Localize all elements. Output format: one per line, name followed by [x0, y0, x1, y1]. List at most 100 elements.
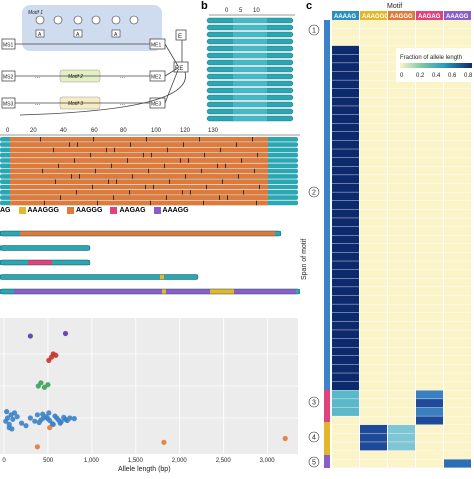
read-interruption [71, 174, 72, 179]
heatmap-cell [444, 114, 471, 123]
panel-b-bar-highlight [233, 32, 267, 37]
heatmap-cell [388, 235, 415, 244]
state-diagram: MS1 MS2 MS3 ME1 ME2 ME3 E RE Motif 1 Motif 2 Motif… [0, 0, 200, 122]
colorbar-tick: 0.4 [432, 73, 441, 79]
read-interruption [143, 152, 144, 158]
colorbar-tick: 0.8 [464, 73, 473, 79]
heatmap-cell [388, 28, 415, 37]
x-tick-label: 0 [2, 458, 6, 464]
allele-outline [0, 245, 91, 251]
panel-b-tick: 0 [225, 8, 229, 14]
read-interruption [111, 163, 112, 169]
heatmap-cell [332, 373, 359, 382]
heatmap-cell [332, 45, 359, 55]
heatmap-cell [416, 356, 443, 365]
node-label: MS2 [3, 75, 14, 81]
heatmap-cell [444, 20, 471, 29]
heatmap-cell [416, 192, 443, 201]
heatmap-cell [388, 330, 415, 339]
heatmap-cell [388, 269, 415, 279]
read-interruption [55, 179, 56, 184]
scatter-svg: 0 500 1,000 1,500 2,000 2,500 3,000 Allele leng… [0, 318, 298, 473]
read-orange-segment [10, 184, 268, 190]
heatmap-cell [388, 132, 415, 141]
heatmap-cell [416, 381, 443, 391]
heatmap-cell [332, 235, 359, 244]
heatmap-cell [332, 218, 359, 227]
heatmap-cell [416, 261, 443, 270]
read-interruption [169, 179, 170, 184]
heatmap-cell [360, 287, 387, 296]
heatmap-cell [360, 88, 387, 98]
heatmap-cell [444, 330, 471, 339]
allele-segment [296, 289, 300, 294]
heatmap-cell [360, 373, 387, 382]
read-interruption [151, 152, 152, 158]
heatmap-cell [388, 149, 415, 158]
legend-item: AAAGG [153, 207, 189, 214]
heatmap-cell [388, 218, 415, 227]
read-interruption [222, 179, 223, 184]
heatmap-cell [416, 321, 443, 330]
heatmap-cell [332, 295, 359, 304]
read-interruption [164, 163, 165, 169]
read-interruption [95, 168, 96, 174]
read-interruption [130, 142, 131, 147]
heatmap-cell [444, 269, 471, 279]
heatmap-cell [444, 356, 471, 365]
panel-label-b: b [201, 0, 208, 12]
legend-swatch [110, 207, 118, 214]
heatmap-cell [388, 252, 415, 261]
heatmap-cell [360, 63, 387, 72]
read-interruption [79, 174, 80, 179]
heatmap-column-header [444, 11, 471, 20]
heatmap-cell [388, 140, 415, 149]
scatter-point [10, 416, 16, 422]
read-orange-segment [10, 200, 268, 206]
heatmap-cell [332, 200, 359, 210]
node-label: E [178, 34, 182, 40]
motif-legend: AG AAAGGG AAGGG AAGAG AAAGG [0, 207, 300, 219]
heatmap-panel: Motif AAAAG AAAGGG AAGGG AAGAG AAAGG 1 2 3 4 5 Span… [300, 0, 474, 474]
heatmap-cell [444, 192, 471, 201]
heatmap-cell [388, 399, 415, 408]
heatmap-cell [444, 399, 471, 408]
legend-item: AAGGG [67, 207, 102, 214]
heatmap-cell [360, 166, 387, 175]
heatmap-cell [444, 321, 471, 330]
read-interruption [182, 190, 183, 195]
ellipsis: ... [120, 74, 125, 80]
read-interruption [203, 200, 204, 206]
read-interruption [113, 195, 114, 200]
read-orange-segment [10, 163, 268, 169]
heatmap-cell [388, 407, 415, 416]
read-interruption [238, 174, 239, 179]
heatmap-cell [416, 80, 443, 89]
heatmap-cell [332, 321, 359, 330]
panel-b-bar-highlight [233, 39, 267, 44]
group-strip [324, 20, 330, 38]
group-label: 5 [312, 460, 316, 467]
heatmap-cell [332, 364, 359, 373]
heatmap-cell [416, 123, 443, 132]
allele-segment [20, 231, 275, 236]
colorbar-tick: 0.2 [416, 73, 425, 79]
read-interruption [252, 137, 253, 142]
scatter-chart: 0 500 1,000 1,500 2,000 2,500 3,000 Allele leng… [0, 314, 300, 474]
group-marker [308, 431, 320, 443]
base-box [111, 29, 121, 38]
heatmap-cell [416, 157, 443, 167]
base-label: A [76, 32, 80, 38]
heatmap-cell [416, 304, 443, 313]
read-interruption [257, 152, 258, 158]
node-e [175, 29, 187, 41]
heatmap-cell [416, 235, 443, 244]
read-interruption [69, 142, 70, 147]
x-tick-label: 1,000 [84, 458, 100, 464]
heatmap-cell [416, 140, 443, 149]
group-marker [308, 24, 320, 36]
panel-b-bar-highlight [233, 116, 267, 121]
heatmap-cell [388, 123, 415, 132]
heatmap-cell [416, 175, 443, 184]
heatmap-cell [360, 442, 387, 451]
